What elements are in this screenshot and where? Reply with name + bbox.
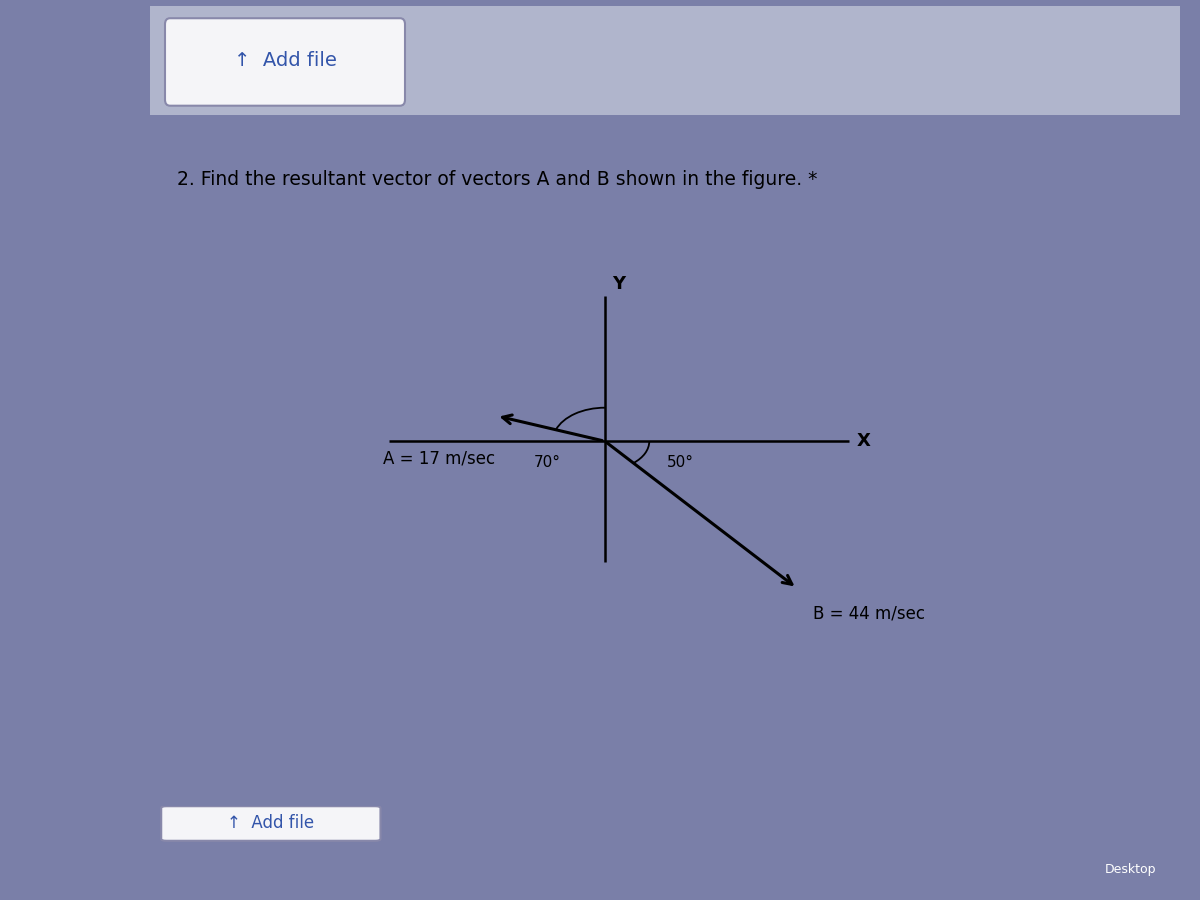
Text: Y: Y (612, 275, 625, 293)
Text: ↑  Add file: ↑ Add file (227, 814, 314, 832)
Text: 50°: 50° (666, 455, 694, 470)
Text: B = 44 m/sec: B = 44 m/sec (812, 605, 924, 623)
Text: 70°: 70° (534, 455, 562, 470)
Text: X: X (857, 432, 870, 450)
FancyBboxPatch shape (150, 6, 1180, 115)
Text: Desktop: Desktop (1104, 863, 1156, 876)
FancyBboxPatch shape (166, 18, 406, 105)
Text: ↑  Add file: ↑ Add file (234, 51, 336, 70)
Text: A = 17 m/sec: A = 17 m/sec (383, 449, 496, 467)
FancyBboxPatch shape (161, 806, 380, 841)
Text: 2. Find the resultant vector of vectors A and B shown in the figure. *: 2. Find the resultant vector of vectors … (176, 170, 817, 189)
